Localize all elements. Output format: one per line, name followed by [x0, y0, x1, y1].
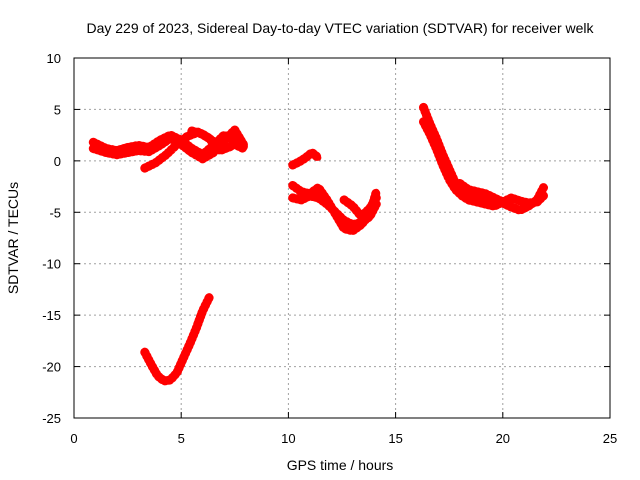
y-tick-label: -20 — [42, 360, 61, 375]
y-tick-label: -5 — [49, 205, 61, 220]
chart-title: Day 229 of 2023, Sidereal Day-to-day VTE… — [86, 20, 594, 36]
x-tick-label: 15 — [388, 431, 402, 446]
series-track-f-markers — [288, 148, 323, 170]
x-tick-label: 25 — [603, 431, 617, 446]
y-tick-label: 5 — [54, 102, 61, 117]
x-tick-label: 20 — [496, 431, 510, 446]
x-tick-label: 0 — [70, 431, 77, 446]
y-axis-label: SDTVAR / TECUs — [5, 182, 21, 294]
series-track-d-markers — [187, 126, 248, 153]
series-track-l-markers — [455, 179, 508, 207]
y-tick-label: -10 — [42, 257, 61, 272]
x-tick-label: 10 — [281, 431, 295, 446]
series-track-k-markers — [419, 117, 548, 211]
y-tick-label: 0 — [54, 154, 61, 169]
series-track-e-markers — [140, 293, 214, 386]
plot-frame — [73, 57, 611, 419]
x-axis-label: GPS time / hours — [287, 457, 394, 473]
series-track-i-markers — [339, 193, 381, 221]
axis-ticks: 0 5 10 15 20 25 -25 -20 -15 -10 -5 0 5 10 — [42, 51, 617, 446]
y-tick-label: -15 — [42, 308, 61, 323]
series-track-h-markers — [288, 181, 381, 236]
data-series — [88, 102, 548, 386]
x-tick-label: 5 — [178, 431, 185, 446]
y-tick-label: 10 — [47, 51, 61, 66]
y-tick-label: -25 — [42, 411, 61, 426]
